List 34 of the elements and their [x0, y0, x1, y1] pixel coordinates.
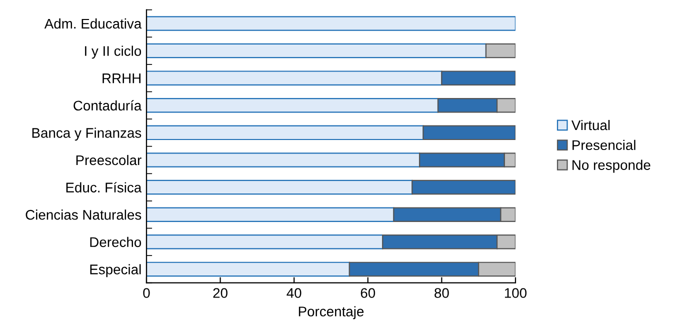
bar: [412, 180, 516, 195]
y-tick-label: Banca y Finanzas: [32, 128, 142, 141]
bar: [146, 207, 394, 222]
x-tick-label: 60: [360, 288, 376, 298]
y-tick-label: RRHH: [102, 74, 140, 84]
bar: [146, 16, 516, 31]
bar: [146, 98, 439, 113]
y-tick-label: Contaduría: [74, 100, 142, 111]
bar: [146, 234, 384, 250]
y-tick-label: I y II ciclo: [85, 46, 142, 59]
x-tick-label: 80: [434, 288, 449, 298]
x-tick-label: 100: [504, 288, 527, 298]
x-tick-label: 20: [213, 288, 228, 298]
bar: [146, 70, 442, 86]
y-tick-label: Ciencias Naturales: [26, 210, 142, 220]
bar: [146, 125, 424, 140]
bar: [146, 43, 487, 58]
legend-label: Presencial: [572, 140, 636, 150]
y-tick-label: Preescolar: [76, 154, 142, 166]
y-tick-label: Derecho: [90, 236, 142, 248]
x-tick-label: 40: [286, 288, 302, 298]
x-tick-label: 0: [143, 288, 150, 298]
y-tick-label: Especial: [90, 264, 141, 278]
bar: [146, 262, 350, 277]
x-axis-title: Porcentaje: [298, 306, 364, 320]
y-tick-label: Adm. Educativa: [44, 18, 142, 29]
y-tick-label: Educ. Física: [66, 182, 142, 192]
legend-label: Virtual: [571, 120, 610, 130]
bar: [422, 125, 516, 140]
bar: [441, 70, 516, 86]
bar: [485, 43, 516, 58]
legend-label: No responde: [572, 160, 650, 173]
bar: [146, 180, 413, 195]
bar: [146, 152, 420, 168]
